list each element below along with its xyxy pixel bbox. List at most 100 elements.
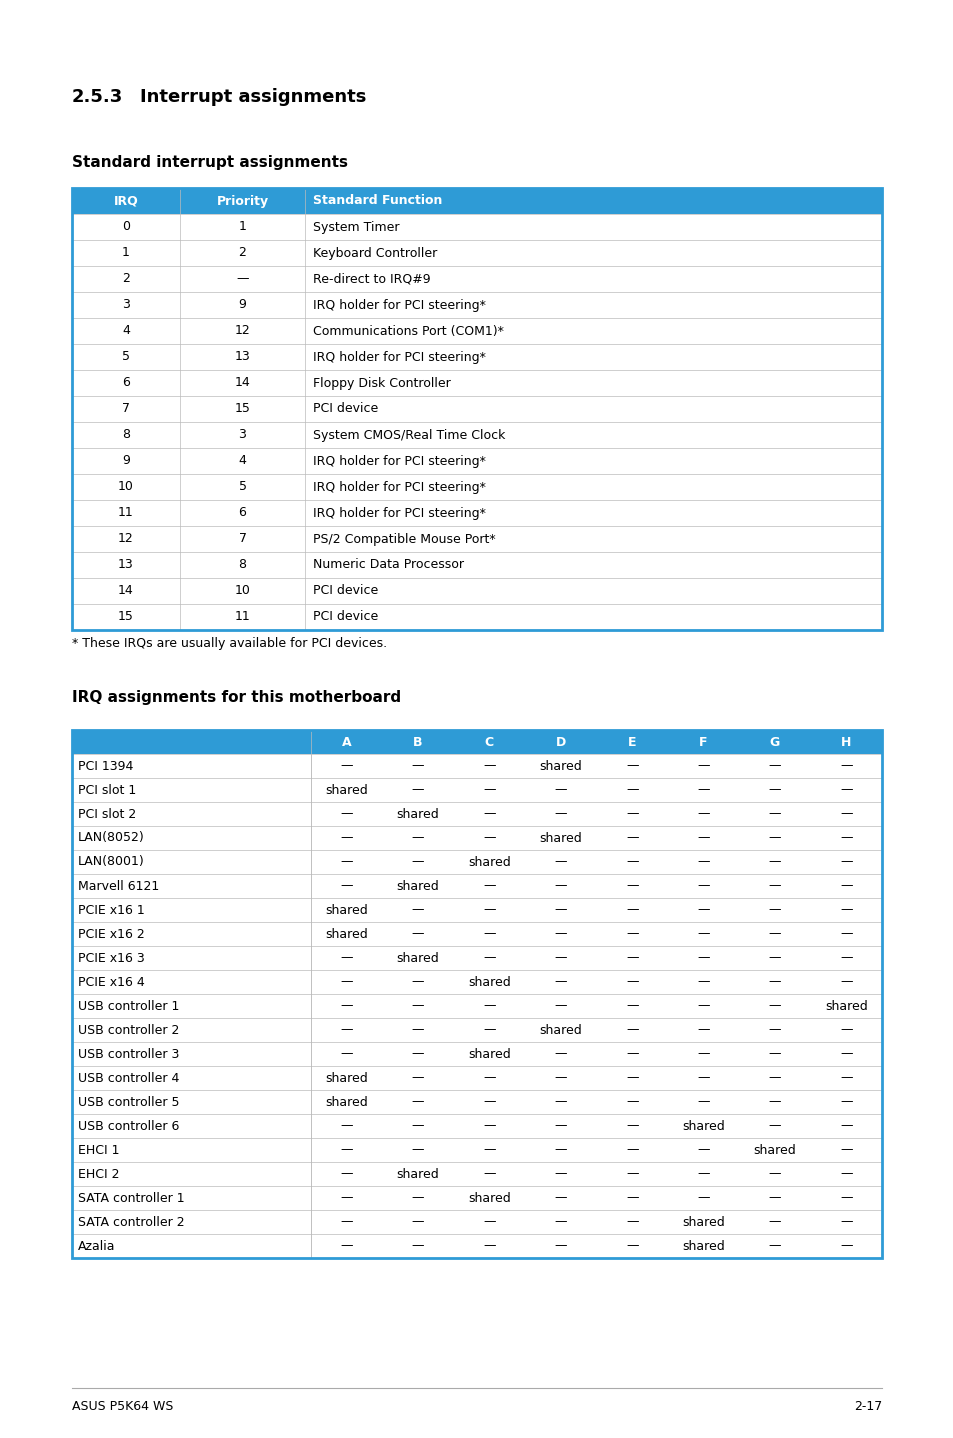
Text: PCIE x16 1: PCIE x16 1 — [78, 903, 145, 916]
Bar — [71, 395, 882, 421]
Text: PCIE x16 2: PCIE x16 2 — [78, 928, 145, 940]
Text: —: — — [482, 903, 496, 916]
Text: —: — — [482, 1215, 496, 1228]
Text: PCI 1394: PCI 1394 — [78, 759, 133, 772]
Text: —: — — [625, 784, 638, 797]
Text: —: — — [625, 1143, 638, 1156]
Bar — [71, 188, 882, 214]
Text: SATA controller 2: SATA controller 2 — [78, 1215, 185, 1228]
Text: D: D — [555, 735, 565, 749]
Text: IRQ assignments for this motherboard: IRQ assignments for this motherboard — [71, 690, 400, 705]
Text: shared: shared — [325, 928, 368, 940]
Text: B: B — [413, 735, 422, 749]
Text: —: — — [554, 784, 566, 797]
Text: —: — — [840, 784, 852, 797]
Text: —: — — [768, 1096, 781, 1109]
Text: —: — — [340, 808, 353, 821]
Text: —: — — [340, 831, 353, 844]
Text: —: — — [554, 1120, 566, 1133]
Text: 3: 3 — [238, 429, 246, 441]
Text: —: — — [340, 1240, 353, 1252]
Text: —: — — [768, 880, 781, 893]
Text: shared: shared — [468, 856, 510, 869]
Text: 4: 4 — [238, 454, 246, 467]
Bar — [71, 1066, 882, 1090]
Text: —: — — [840, 1215, 852, 1228]
Text: —: — — [554, 1096, 566, 1109]
Bar — [71, 1209, 882, 1234]
Text: —: — — [554, 903, 566, 916]
Text: —: — — [554, 1071, 566, 1084]
Text: E: E — [627, 735, 636, 749]
Text: Interrupt assignments: Interrupt assignments — [140, 88, 366, 106]
Text: —: — — [697, 1071, 709, 1084]
Bar — [71, 874, 882, 897]
Text: IRQ holder for PCI steering*: IRQ holder for PCI steering* — [313, 480, 486, 493]
Text: —: — — [768, 1024, 781, 1037]
Text: —: — — [554, 856, 566, 869]
Text: —: — — [340, 1024, 353, 1037]
Text: —: — — [412, 1024, 424, 1037]
Text: shared: shared — [396, 808, 439, 821]
Text: —: — — [840, 1143, 852, 1156]
Text: —: — — [697, 1024, 709, 1037]
Text: —: — — [697, 1096, 709, 1109]
Text: shared: shared — [681, 1240, 724, 1252]
Text: —: — — [840, 759, 852, 772]
Text: —: — — [768, 856, 781, 869]
Bar — [71, 897, 882, 922]
Text: —: — — [768, 903, 781, 916]
Text: shared: shared — [468, 1047, 510, 1060]
Text: 13: 13 — [118, 558, 133, 571]
Text: —: — — [554, 880, 566, 893]
Text: —: — — [697, 856, 709, 869]
Text: shared: shared — [325, 1071, 368, 1084]
Text: shared: shared — [538, 1024, 581, 1037]
Text: —: — — [625, 903, 638, 916]
Text: —: — — [340, 856, 353, 869]
Text: —: — — [840, 1240, 852, 1252]
Text: IRQ holder for PCI steering*: IRQ holder for PCI steering* — [313, 351, 486, 364]
Text: —: — — [412, 856, 424, 869]
Text: System Timer: System Timer — [313, 220, 399, 233]
Text: —: — — [697, 999, 709, 1012]
Text: —: — — [625, 1240, 638, 1252]
Text: —: — — [412, 1047, 424, 1060]
Text: G: G — [769, 735, 780, 749]
Text: PS/2 Compatible Mouse Port*: PS/2 Compatible Mouse Port* — [313, 532, 496, 545]
Text: —: — — [625, 1047, 638, 1060]
Text: —: — — [412, 1143, 424, 1156]
Text: —: — — [697, 975, 709, 988]
Text: —: — — [482, 1120, 496, 1133]
Text: —: — — [625, 808, 638, 821]
Text: —: — — [482, 1168, 496, 1181]
Text: —: — — [697, 784, 709, 797]
Text: —: — — [412, 928, 424, 940]
Text: —: — — [412, 1215, 424, 1228]
Bar — [71, 188, 882, 630]
Text: —: — — [340, 880, 353, 893]
Text: A: A — [341, 735, 351, 749]
Text: —: — — [482, 831, 496, 844]
Bar — [71, 240, 882, 266]
Bar — [71, 292, 882, 318]
Text: —: — — [482, 928, 496, 940]
Text: —: — — [768, 1168, 781, 1181]
Text: F: F — [699, 735, 707, 749]
Text: —: — — [412, 1096, 424, 1109]
Text: —: — — [840, 808, 852, 821]
Text: —: — — [482, 1240, 496, 1252]
Text: USB controller 4: USB controller 4 — [78, 1071, 179, 1084]
Bar — [71, 604, 882, 630]
Bar — [71, 1043, 882, 1066]
Text: EHCI 2: EHCI 2 — [78, 1168, 119, 1181]
Bar — [71, 1234, 882, 1258]
Bar — [71, 318, 882, 344]
Text: 9: 9 — [122, 454, 130, 467]
Bar — [71, 370, 882, 395]
Text: Numeric Data Processor: Numeric Data Processor — [313, 558, 464, 571]
Text: shared: shared — [824, 999, 867, 1012]
Text: 7: 7 — [122, 403, 130, 416]
Text: —: — — [625, 928, 638, 940]
Text: 4: 4 — [122, 325, 130, 338]
